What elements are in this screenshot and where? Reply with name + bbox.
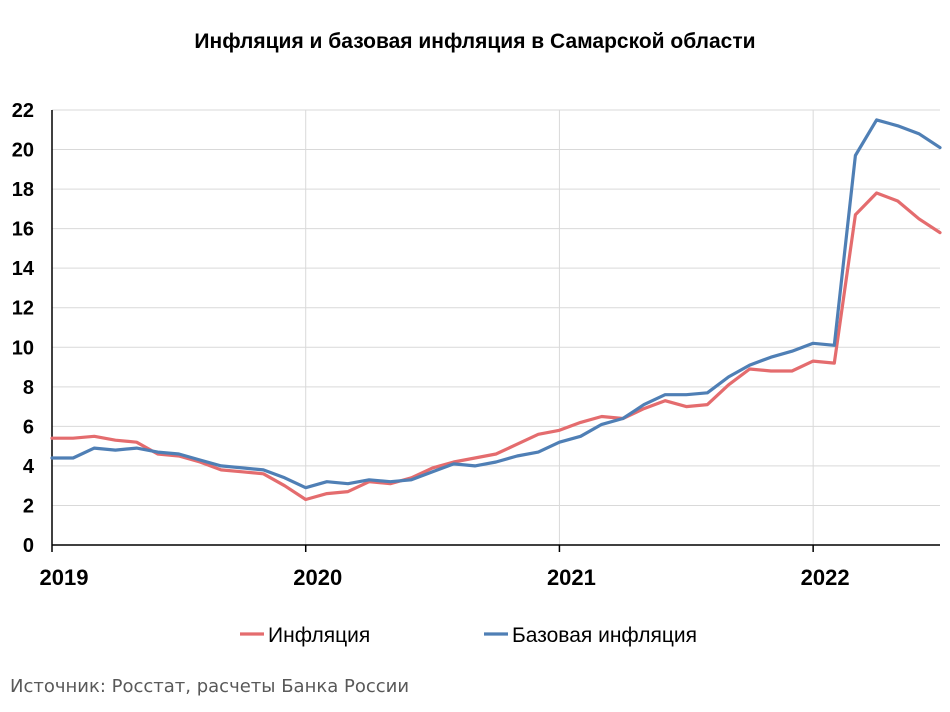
x-tick-label: 2019 — [40, 565, 89, 590]
y-tick-label: 4 — [23, 456, 35, 478]
legend: Инфляция Базовая инфляция — [240, 624, 697, 647]
legend-label: Инфляция — [268, 624, 370, 647]
axes — [51, 110, 940, 552]
x-axis-ticks: 2019 2020 2021 2022 — [40, 565, 850, 590]
series-lines — [50, 118, 942, 502]
y-tick-label: 0 — [23, 535, 34, 557]
chart-title: Инфляция и базовая инфляция в Самарской … — [194, 30, 756, 53]
x-tick-label: 2022 — [801, 565, 850, 590]
y-axis-ticks: 0 2 4 6 8 10 12 14 16 18 20 22 — [12, 100, 35, 557]
y-tick-label: 8 — [23, 377, 34, 399]
x-tick-label: 2020 — [293, 565, 342, 590]
y-tick-label: 22 — [12, 100, 34, 122]
grid — [52, 109, 940, 545]
y-tick-label: 20 — [12, 140, 34, 162]
x-tick-label: 2021 — [547, 565, 596, 590]
legend-label: Базовая инфляция — [512, 624, 697, 647]
y-tick-label: 10 — [12, 337, 34, 359]
y-tick-label: 18 — [12, 179, 34, 201]
y-tick-label: 14 — [12, 258, 35, 280]
y-tick-label: 16 — [12, 219, 34, 241]
y-tick-label: 6 — [23, 416, 34, 438]
series-line-inflation — [50, 191, 942, 502]
source-note: Источник: Росстат, расчеты Банка России — [10, 676, 410, 697]
y-tick-label: 2 — [23, 495, 34, 517]
y-tick-label: 12 — [12, 298, 34, 320]
series-line-core-inflation — [50, 118, 942, 490]
